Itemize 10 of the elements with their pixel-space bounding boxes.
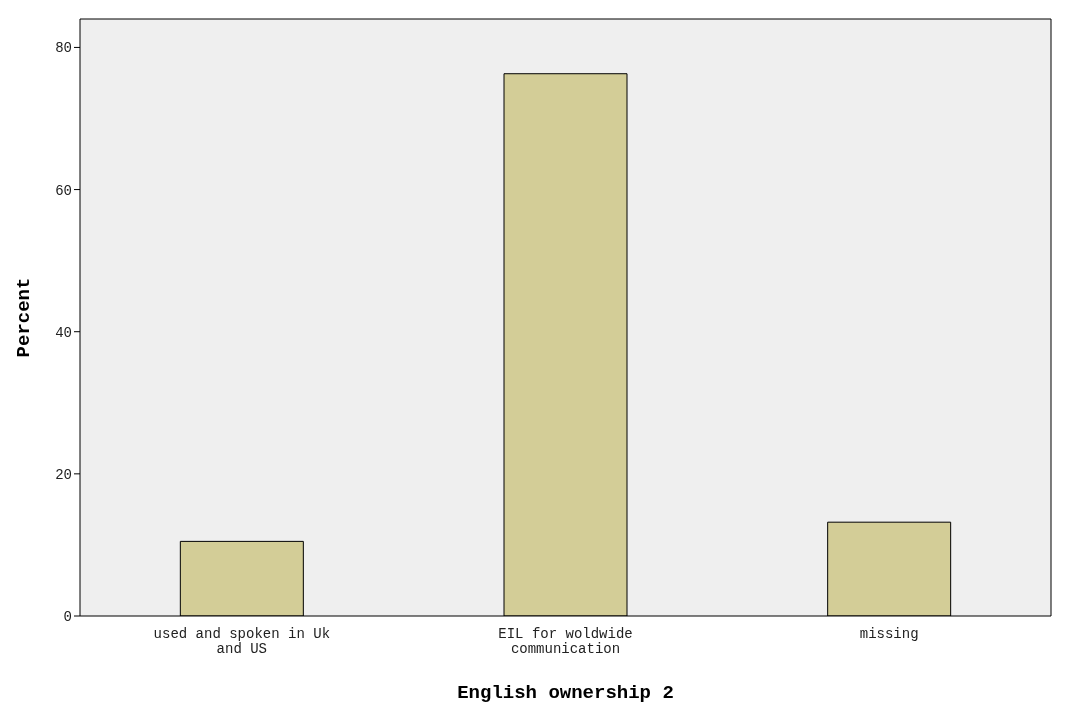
x-tick-label: missing <box>859 626 919 642</box>
y-axis-title: Percent <box>12 277 35 358</box>
y-tick-label: 20 <box>55 466 72 483</box>
y-tick-label: 80 <box>55 40 72 57</box>
y-tick-label: 0 <box>63 608 72 625</box>
x-tick-label: used and spoken in Uk and US <box>153 626 331 657</box>
y-tick-label: 60 <box>55 182 72 199</box>
x-tick-label: EIL for woldwide communication <box>498 626 633 657</box>
y-tick-label: 40 <box>55 324 72 341</box>
x-axis-title: English ownership 2 <box>457 682 674 704</box>
